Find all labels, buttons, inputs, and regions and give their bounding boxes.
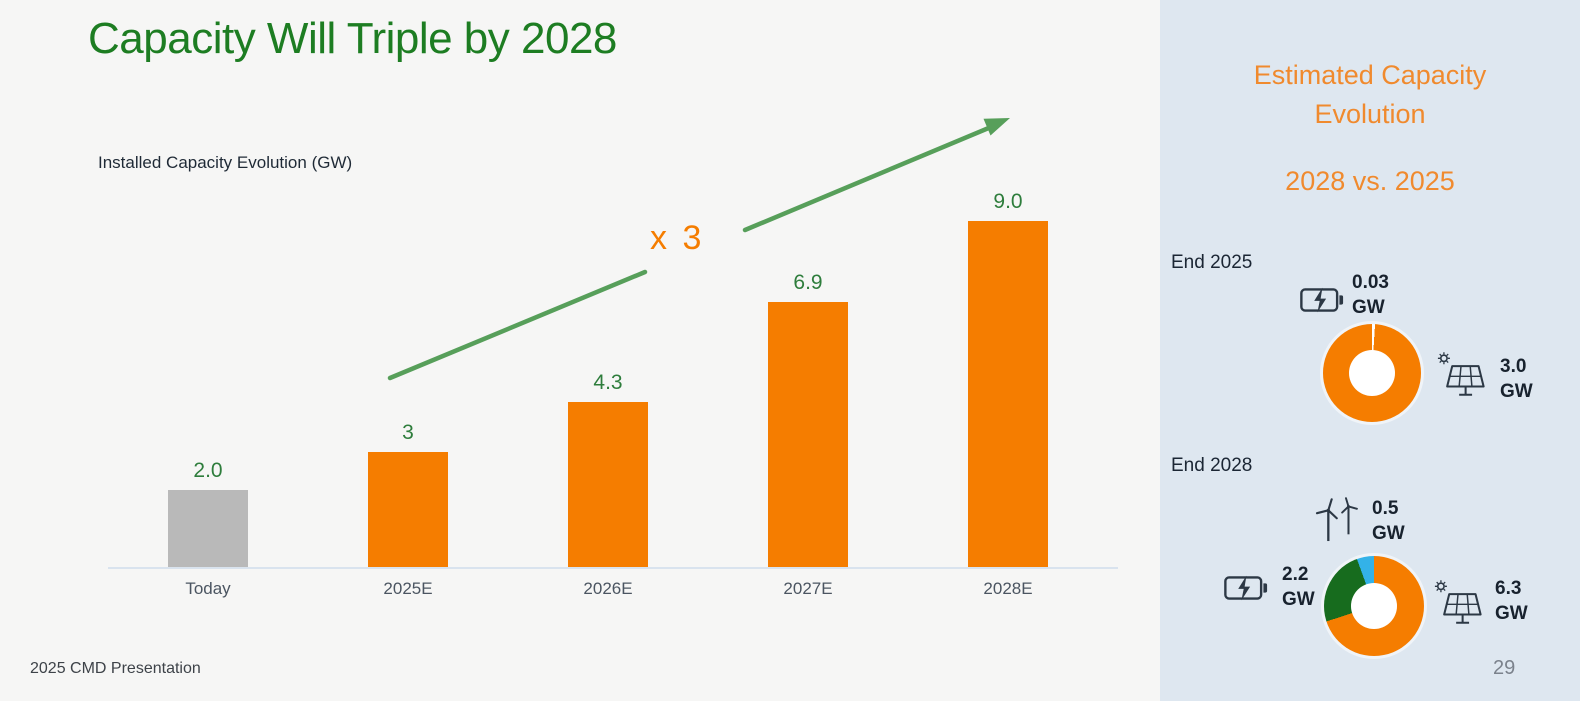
battery-charging-icon — [1300, 287, 1344, 313]
bar-value-label: 9.0 — [993, 190, 1023, 213]
solar-2028-value: 6.3 GW — [1495, 576, 1528, 626]
sidebar-subtitle: 2028 vs. 2025 — [1285, 166, 1455, 196]
sidebar-title: Estimated Capacity Evolution — [1253, 60, 1487, 129]
value-unit: GW — [1282, 589, 1315, 610]
donut-end-2025 — [1323, 324, 1421, 422]
value-number: 0.5 — [1372, 498, 1399, 519]
value-unit: GW — [1372, 523, 1405, 544]
bar-value-label: 6.9 — [793, 271, 823, 294]
value-unit: GW — [1500, 381, 1533, 402]
donut-hole — [1349, 350, 1395, 396]
value-number: 3.0 — [1500, 356, 1527, 377]
x-axis-line — [108, 567, 1118, 569]
battery-charging-icon — [1224, 575, 1268, 601]
value-unit: GW — [1495, 603, 1528, 624]
wind-2028-value: 0.5 GW — [1372, 496, 1405, 546]
battery-2028-value: 2.2 GW — [1282, 562, 1315, 612]
sidebar: Estimated Capacity Evolution 2028 vs. 20… — [1160, 0, 1580, 701]
end-2025-label: End 2025 — [1171, 252, 1253, 273]
bar-value-label: 4.3 — [593, 371, 623, 394]
footer-text: 2025 CMD Presentation — [30, 660, 201, 677]
x3-annotation: x 3 — [650, 219, 705, 257]
bar-value-label: 2.0 — [193, 459, 223, 482]
bar-2028e — [968, 221, 1048, 567]
wind-turbines-icon — [1315, 497, 1358, 542]
x-axis-label: 2028E — [983, 579, 1033, 598]
donut-end-2028 — [1324, 556, 1424, 656]
bar-2025e — [368, 452, 448, 567]
value-number: 6.3 — [1495, 578, 1522, 599]
bar-today — [168, 490, 248, 567]
battery-2025-value: 0.03 GW — [1352, 270, 1389, 320]
donut-hole — [1351, 583, 1397, 629]
solar-2025-value: 3.0 GW — [1500, 354, 1533, 404]
bar-2027e — [768, 302, 848, 567]
bar-2026e — [568, 402, 648, 567]
bar-value-label: 3 — [402, 421, 414, 444]
solar-panel-icon — [1437, 352, 1485, 396]
page-title: Capacity Will Triple by 2028 — [88, 14, 617, 63]
value-number: 2.2 — [1282, 564, 1309, 585]
page-number: 29 — [1493, 657, 1516, 679]
value-unit: GW — [1352, 297, 1385, 318]
x-axis-label: Today — [185, 579, 231, 598]
value-number: 0.03 — [1352, 272, 1389, 293]
x-axis-label: 2025E — [383, 579, 433, 598]
end-2028-label: End 2028 — [1171, 455, 1253, 476]
x-axis-label: 2027E — [783, 579, 833, 598]
growth-arrow-icon — [387, 118, 1010, 381]
x-axis-label: 2026E — [583, 579, 633, 598]
solar-panel-icon — [1434, 580, 1482, 624]
chart-title: Installed Capacity Evolution (GW) — [98, 153, 353, 172]
